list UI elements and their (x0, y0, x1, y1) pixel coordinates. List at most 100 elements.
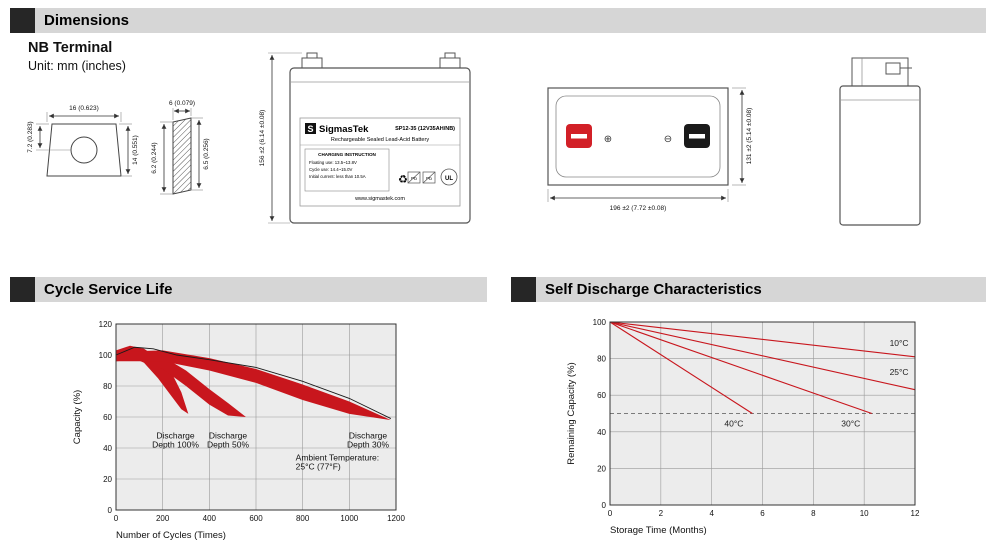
website-url: www.sigmastek.com (354, 196, 405, 202)
temperature-label: 30°C (841, 418, 860, 428)
envelope-curve (115, 346, 392, 419)
temperature-line (609, 321, 753, 414)
dim-terminal-height-partial: 7.2 (0.283) (27, 121, 34, 152)
temperature-line (609, 321, 872, 415)
x-tick-label: 8 (811, 509, 816, 518)
chart-annotation: Depth 100% (152, 440, 199, 450)
section-header-cycle-life: Cycle Service Life (10, 277, 487, 302)
x-tick-label: 6 (760, 509, 765, 518)
dim-section-width: 6 (0.079) (169, 100, 195, 107)
x-tick-label: 12 (911, 509, 920, 518)
section-title-dimensions: Dimensions (44, 12, 130, 29)
chart-annotation: Ambient Temperature: (296, 452, 379, 462)
section-marker-icon (10, 277, 35, 302)
temperature-label: 10°C (890, 338, 909, 348)
sigmastek-logo-icon (305, 123, 316, 134)
x-tick-label: 1200 (387, 514, 405, 523)
x-tick-label: 800 (296, 514, 310, 523)
logo-letter: S (307, 124, 313, 134)
y-tick-label: 100 (593, 318, 607, 327)
terminal-heading: NB Terminal (28, 40, 113, 56)
y-tick-label: 60 (103, 413, 112, 422)
self-discharge-chart: 10°C 25°C 30°C 40°C 0 2 4 6 8 10 12 0 20 40 60 80 100 Sto… (566, 318, 920, 536)
y-tick-label: 120 (99, 320, 113, 329)
charging-line-2: Cycle use: 14.4~15.0V (309, 167, 352, 172)
charging-title: CHARGING INSTRUCTION (318, 152, 376, 157)
temperature-line (609, 321, 916, 358)
plot-border (115, 323, 397, 511)
dim-section-right: 6.5 (0.256) (203, 138, 210, 169)
x-tick-label: 0 (608, 509, 613, 518)
chart-annotation: Discharge (156, 431, 195, 441)
y-tick-label: 80 (597, 355, 606, 364)
y-tick-label: 0 (108, 506, 113, 515)
chart-annotation: Discharge (209, 431, 248, 441)
battery-side-view (839, 57, 921, 226)
x-tick-label: 1000 (340, 514, 358, 523)
dim-section-left: 6.2 (0.244) (151, 142, 158, 173)
x-axis-label: Storage Time (Months) (610, 525, 707, 536)
terminal-section-view: 6 (0.079) 6.2 (0.244) 6.5 (0.256) (151, 100, 210, 195)
y-tick-label: 20 (103, 475, 112, 484)
plus-terminal-symbol: ⊕ (604, 134, 612, 145)
x-tick-label: 400 (203, 514, 217, 523)
y-tick-label: 60 (597, 391, 606, 400)
battery-subtitle: Rechargeable Sealed Lead-Acid Battery (331, 137, 429, 143)
discharge-band (116, 350, 391, 421)
pb-icon (422, 171, 436, 184)
front-terminal-left (301, 57, 323, 69)
x-tick-label: 10 (860, 509, 869, 518)
y-axis-label: Capacity (%) (72, 390, 83, 444)
dim-battery-height: 156 ±2 (6.14 ±0.08) (259, 110, 266, 167)
battery-front-view: S SigmasTek SP12-35 (12V35AH/NB) Recharg… (259, 52, 471, 224)
brand-name: SigmasTek (319, 124, 369, 135)
section-header-dimensions: Dimensions (10, 8, 986, 33)
minus-terminal-symbol: ⊖ (664, 134, 672, 145)
y-tick-label: 20 (597, 464, 606, 473)
y-tick-label: 0 (602, 501, 607, 510)
y-tick-label: 40 (103, 444, 112, 453)
temperature-line (609, 321, 916, 391)
x-tick-label: 2 (659, 509, 664, 518)
section-title-cycle-life: Cycle Service Life (44, 281, 173, 298)
front-terminal-right (439, 57, 461, 69)
charging-line-3: Initial current: less than 10.5A (309, 174, 366, 179)
battery-top-view: ⊕ ⊖ 196 ±2 (7.72 ±0.08) 131 ±2 (5.14 ±0.… (547, 87, 753, 212)
chart-annotation: Discharge (349, 431, 388, 441)
y-tick-label: 80 (103, 382, 112, 391)
svg-text:Pb: Pb (411, 176, 417, 182)
dim-battery-width: 196 ±2 (7.72 ±0.08) (610, 205, 667, 212)
dimension-drawings: 16 (0.623) 7.2 (0.283) 14 (0.551) 6 (0.0… (27, 52, 921, 226)
pb-icon (407, 171, 421, 184)
x-tick-label: 200 (156, 514, 170, 523)
temperature-label: 25°C (890, 367, 909, 377)
dim-battery-depth: 131 ±2 (5.14 ±0.08) (746, 108, 753, 165)
nb-terminal-block: NB Terminal Unit: mm (inches) (28, 40, 126, 73)
plot-border (609, 321, 916, 506)
terminal-top-view: 16 (0.623) 7.2 (0.283) 14 (0.551) (27, 105, 139, 177)
section-marker-icon (511, 277, 536, 302)
charging-instruction-box (304, 148, 390, 192)
discharge-band (116, 348, 246, 417)
temperature-label: 40°C (724, 418, 743, 428)
y-axis-label: Remaining Capacity (%) (566, 362, 577, 464)
charging-line-1: Floating use: 13.5~13.8V (309, 160, 357, 165)
section-marker-icon (10, 8, 35, 33)
x-tick-label: 4 (709, 509, 714, 518)
chart-annotation: 25°C (77°F) (296, 461, 341, 471)
ul-icon (440, 168, 458, 186)
x-tick-label: 600 (249, 514, 263, 523)
model-number: SP12-35 (12V35AH/NB) (395, 126, 455, 132)
svg-text:UL: UL (445, 176, 453, 182)
y-tick-label: 100 (99, 351, 113, 360)
y-tick-label: 40 (597, 428, 606, 437)
recycle-icon: ♻ (398, 174, 408, 186)
x-axis-label: Number of Cycles (Times) (116, 530, 226, 541)
unit-note: Unit: mm (inches) (28, 59, 126, 73)
dim-terminal-width: 16 (0.623) (69, 105, 99, 112)
section-title-self-discharge: Self Discharge Characteristics (545, 281, 762, 298)
dim-terminal-height-full: 14 (0.551) (132, 135, 139, 165)
x-tick-label: 0 (114, 514, 119, 523)
chart-annotation: Depth 30% (347, 440, 389, 450)
